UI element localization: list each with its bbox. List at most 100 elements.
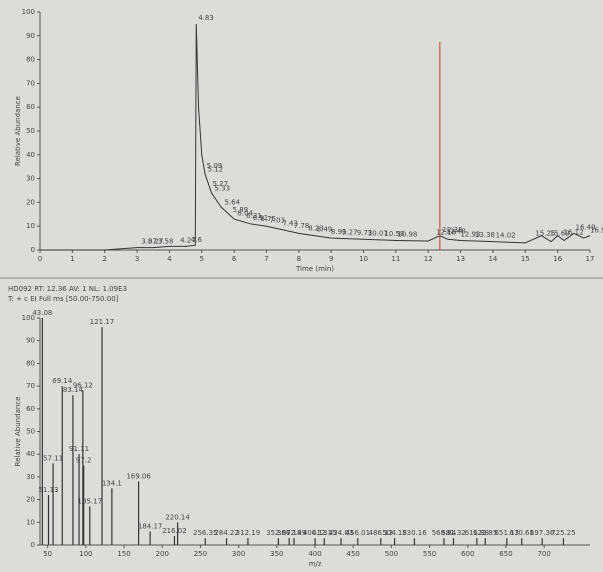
peak-label: 7.03 — [269, 216, 285, 224]
peak-label: 5.27 — [213, 180, 229, 188]
peak-label: 412.15 — [312, 529, 337, 537]
y-tick-label: 70 — [26, 79, 35, 87]
y-tick-label: 80 — [26, 359, 35, 367]
peak-label: 400.13 — [303, 529, 328, 537]
y-tick-label: 90 — [26, 32, 35, 40]
y-tick-label: 40 — [26, 450, 35, 458]
peak-label: 651.13 — [495, 529, 520, 537]
peak-label: 105.17 — [78, 497, 103, 505]
peak-label: 504.18 — [382, 529, 407, 537]
peak-label: 5.64 — [224, 198, 240, 206]
peak-label: 6.51 — [253, 214, 269, 222]
peak-label: 622.85 — [473, 529, 498, 537]
peak-label: 486.12 — [369, 529, 394, 537]
x-tick-label: 0 — [38, 255, 42, 263]
peak-label: 352.07 — [266, 529, 291, 537]
peak-label: 5.89 — [233, 206, 249, 214]
y-tick-label: 60 — [26, 405, 35, 413]
peak-label: 16.12 — [564, 229, 584, 237]
peak-label: 69.14 — [52, 377, 73, 385]
y-tick-label: 10 — [26, 518, 35, 526]
y-tick-label: 90 — [26, 337, 35, 345]
x-tick-label: 350 — [270, 550, 283, 558]
peak-label: 15.25 — [535, 229, 555, 237]
peak-label: 256.35 — [193, 529, 218, 537]
peak-label: 9.27 — [342, 228, 358, 236]
peak-label: 51.13 — [38, 486, 58, 494]
y-tick-label: 60 — [26, 103, 35, 111]
peak-label: 10.58 — [384, 230, 404, 238]
peak-label: 134.1 — [102, 479, 122, 487]
peak-label: 670.61 — [509, 529, 534, 537]
x-tick-label: 7 — [264, 255, 268, 263]
x-tick-label: 15 — [521, 255, 530, 263]
peak-label: 6.31 — [246, 212, 262, 220]
x-axis-title: Time (min) — [295, 265, 334, 273]
x-tick-label: 10 — [359, 255, 368, 263]
x-tick-label: 100 — [79, 550, 92, 558]
peak-label: 12.48 — [446, 228, 466, 236]
peak-label: 83.14 — [63, 386, 84, 394]
x-tick-label: 550 — [423, 550, 436, 558]
peak-label: 312.19 — [236, 529, 261, 537]
peak-label: 284.22 — [214, 529, 239, 537]
peak-label: 16.49 — [576, 224, 596, 232]
peak-label: 9.73 — [357, 229, 373, 237]
y-tick-label: 50 — [26, 428, 35, 436]
peak-label: 6.04 — [237, 209, 253, 217]
x-tick-label: 14 — [488, 255, 497, 263]
peak-label: 372.49 — [282, 529, 307, 537]
x-tick-label: 8 — [297, 255, 301, 263]
peak-label: 3.27 — [148, 238, 164, 246]
y-axis-title: Relative Abundance — [14, 96, 22, 166]
peak-label: 57.11 — [43, 454, 63, 462]
peak-label: 12.38 — [443, 226, 463, 234]
peak-label: 434.03 — [329, 529, 354, 537]
y-tick-label: 20 — [26, 496, 35, 504]
x-tick-label: 450 — [347, 550, 360, 558]
peak-label: 4.27 — [180, 236, 196, 244]
y-tick-label: 10 — [26, 222, 35, 230]
x-tick-label: 3 — [135, 255, 139, 263]
peak-label: 96.12 — [73, 382, 93, 390]
peak-label: 10.98 — [397, 230, 417, 238]
x-tick-label: 250 — [194, 550, 207, 558]
y-tick-label: 0 — [31, 246, 35, 254]
x-tick-label: 300 — [232, 550, 245, 558]
x-tick-label: 12 — [424, 255, 433, 263]
peak-label: 568.84 — [432, 529, 457, 537]
x-tick-label: 11 — [391, 255, 400, 263]
peak-label: 456.01 — [346, 529, 371, 537]
peak-label: 530.16 — [402, 529, 427, 537]
peak-label: 8.93 — [331, 228, 347, 236]
peak-label: 16.94 — [590, 226, 603, 234]
peak-label: 3.58 — [158, 237, 174, 245]
x-tick-label: 400 — [308, 550, 321, 558]
chromatogram-line — [40, 23, 591, 251]
peak-label: 121.17 — [90, 318, 115, 326]
peak-label: 6.75 — [260, 215, 276, 223]
peak-label: 4.6 — [191, 236, 203, 244]
peak-label: 169.06 — [126, 472, 151, 480]
spectrum-header: HD092 RT: 12.36 AV: 1 NL: 1.09E3 — [8, 285, 127, 293]
peak-label: 15.69 — [550, 229, 570, 237]
x-tick-label: 17 — [586, 255, 595, 263]
peak-label: 12.93 — [460, 230, 480, 238]
peak-label: 581.32 — [441, 529, 466, 537]
x-tick-label: 1 — [70, 255, 74, 263]
peak-label: 5.09 — [207, 162, 223, 170]
x-axis-title: m/z — [309, 560, 322, 568]
x-tick-label: 13 — [456, 255, 465, 263]
peak-label: 725.25 — [551, 529, 576, 537]
y-tick-label: 100 — [22, 314, 35, 322]
peak-label: 4.83 — [198, 14, 214, 22]
x-tick-label: 2 — [102, 255, 106, 263]
x-tick-label: 700 — [537, 550, 550, 558]
y-tick-label: 20 — [26, 198, 35, 206]
x-tick-label: 500 — [385, 550, 398, 558]
peak-label: 5.12 — [208, 166, 224, 174]
peak-label: 216.02 — [162, 527, 187, 535]
x-tick-label: 50 — [43, 550, 52, 558]
